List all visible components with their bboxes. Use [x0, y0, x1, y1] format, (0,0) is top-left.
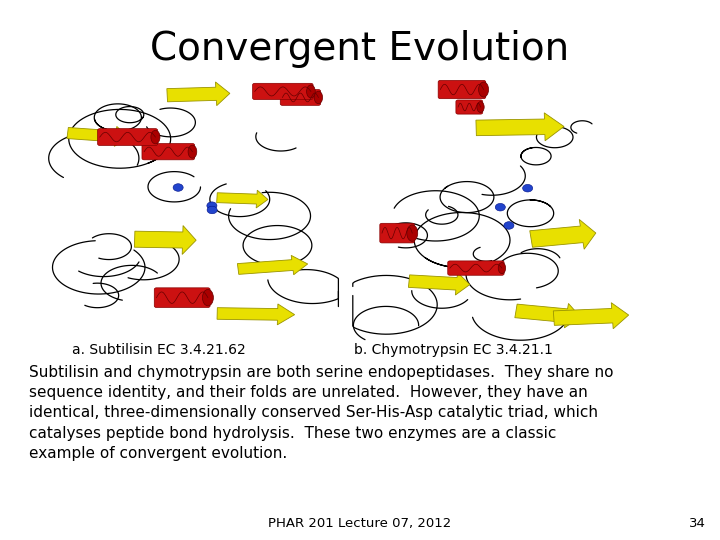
FancyArrow shape — [476, 113, 564, 141]
FancyBboxPatch shape — [438, 80, 486, 99]
FancyBboxPatch shape — [98, 129, 158, 145]
FancyArrow shape — [217, 190, 268, 208]
FancyBboxPatch shape — [253, 83, 313, 99]
Ellipse shape — [307, 85, 315, 98]
Ellipse shape — [407, 225, 418, 241]
Ellipse shape — [498, 262, 505, 274]
FancyArrow shape — [238, 255, 307, 275]
FancyBboxPatch shape — [280, 90, 320, 105]
FancyBboxPatch shape — [380, 224, 415, 243]
FancyBboxPatch shape — [154, 288, 210, 307]
FancyArrow shape — [135, 226, 196, 254]
Circle shape — [523, 184, 533, 192]
Ellipse shape — [479, 82, 489, 97]
Text: PHAR 201 Lecture 07, 2012: PHAR 201 Lecture 07, 2012 — [269, 517, 451, 530]
Text: Convergent Evolution: Convergent Evolution — [150, 30, 570, 68]
FancyBboxPatch shape — [142, 144, 194, 160]
Circle shape — [207, 206, 217, 214]
Text: b. Chymotrypsin EC 3.4.21.1: b. Chymotrypsin EC 3.4.21.1 — [354, 343, 553, 357]
FancyArrow shape — [530, 219, 596, 249]
Ellipse shape — [151, 130, 160, 144]
Circle shape — [173, 184, 183, 191]
FancyArrow shape — [553, 303, 629, 329]
FancyBboxPatch shape — [448, 261, 504, 275]
Text: Subtilisin and chymotrypsin are both serine endopeptidases.  They share no
seque: Subtilisin and chymotrypsin are both ser… — [29, 364, 613, 461]
FancyArrow shape — [167, 82, 230, 106]
Text: a. Subtilisin EC 3.4.21.62: a. Subtilisin EC 3.4.21.62 — [71, 343, 246, 357]
Ellipse shape — [314, 91, 323, 104]
Ellipse shape — [477, 102, 484, 112]
Circle shape — [207, 202, 217, 210]
FancyArrow shape — [67, 126, 129, 146]
FancyBboxPatch shape — [456, 100, 482, 114]
FancyArrow shape — [515, 303, 580, 328]
Text: 34: 34 — [689, 517, 706, 530]
Ellipse shape — [202, 289, 213, 306]
Ellipse shape — [188, 145, 197, 158]
FancyArrow shape — [217, 304, 294, 325]
Circle shape — [504, 222, 514, 230]
Circle shape — [495, 204, 505, 211]
FancyArrow shape — [408, 273, 470, 295]
